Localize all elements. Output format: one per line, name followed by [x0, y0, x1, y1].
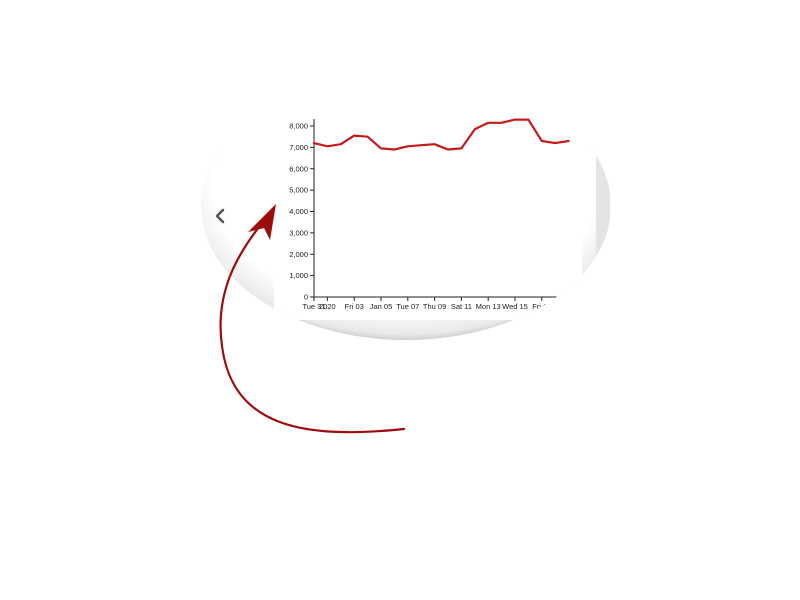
y-tick-label: 7,000 — [289, 143, 308, 152]
x-tick-label: Thu 09 — [423, 302, 446, 311]
y-tick-label: 0 — [304, 293, 308, 302]
series-line — [312, 118, 570, 151]
scrollbar-shadow[interactable] — [596, 150, 610, 270]
series-lines — [312, 118, 570, 151]
chevron-left-icon[interactable] — [215, 208, 225, 224]
y-tick-label: 6,000 — [289, 164, 308, 173]
y-tick-label: 3,000 — [289, 228, 308, 237]
y-tick-label: 1,000 — [289, 271, 308, 280]
y-ticks: 0 1,000 2,000 3,000 4,000 5,000 6,000 7,000 8,00… — [289, 122, 314, 302]
y-tick-label: 2,000 — [289, 250, 308, 259]
x-tick-label: Jan 05 — [370, 302, 393, 311]
x-tick-label: Tue 31 — [302, 302, 325, 311]
x-tick-label: Wed 15 — [502, 302, 528, 311]
y-tick-label: 8,000 — [289, 122, 308, 131]
x-tick-label: Fri 17 — [532, 302, 551, 311]
y-tick-label: 4,000 — [289, 207, 308, 216]
x-tick-label: Fri 03 — [345, 302, 364, 311]
curved-arrow-icon — [219, 204, 406, 434]
x-tick-label: Mon 13 — [476, 302, 501, 311]
chart-panel — [274, 108, 582, 320]
x-tick-label: Sat 11 — [451, 302, 472, 311]
x-tick-label: 2020 — [319, 302, 336, 311]
y-tick-label: 5,000 — [289, 186, 308, 195]
x-tick-label: Tue 07 — [396, 302, 419, 311]
